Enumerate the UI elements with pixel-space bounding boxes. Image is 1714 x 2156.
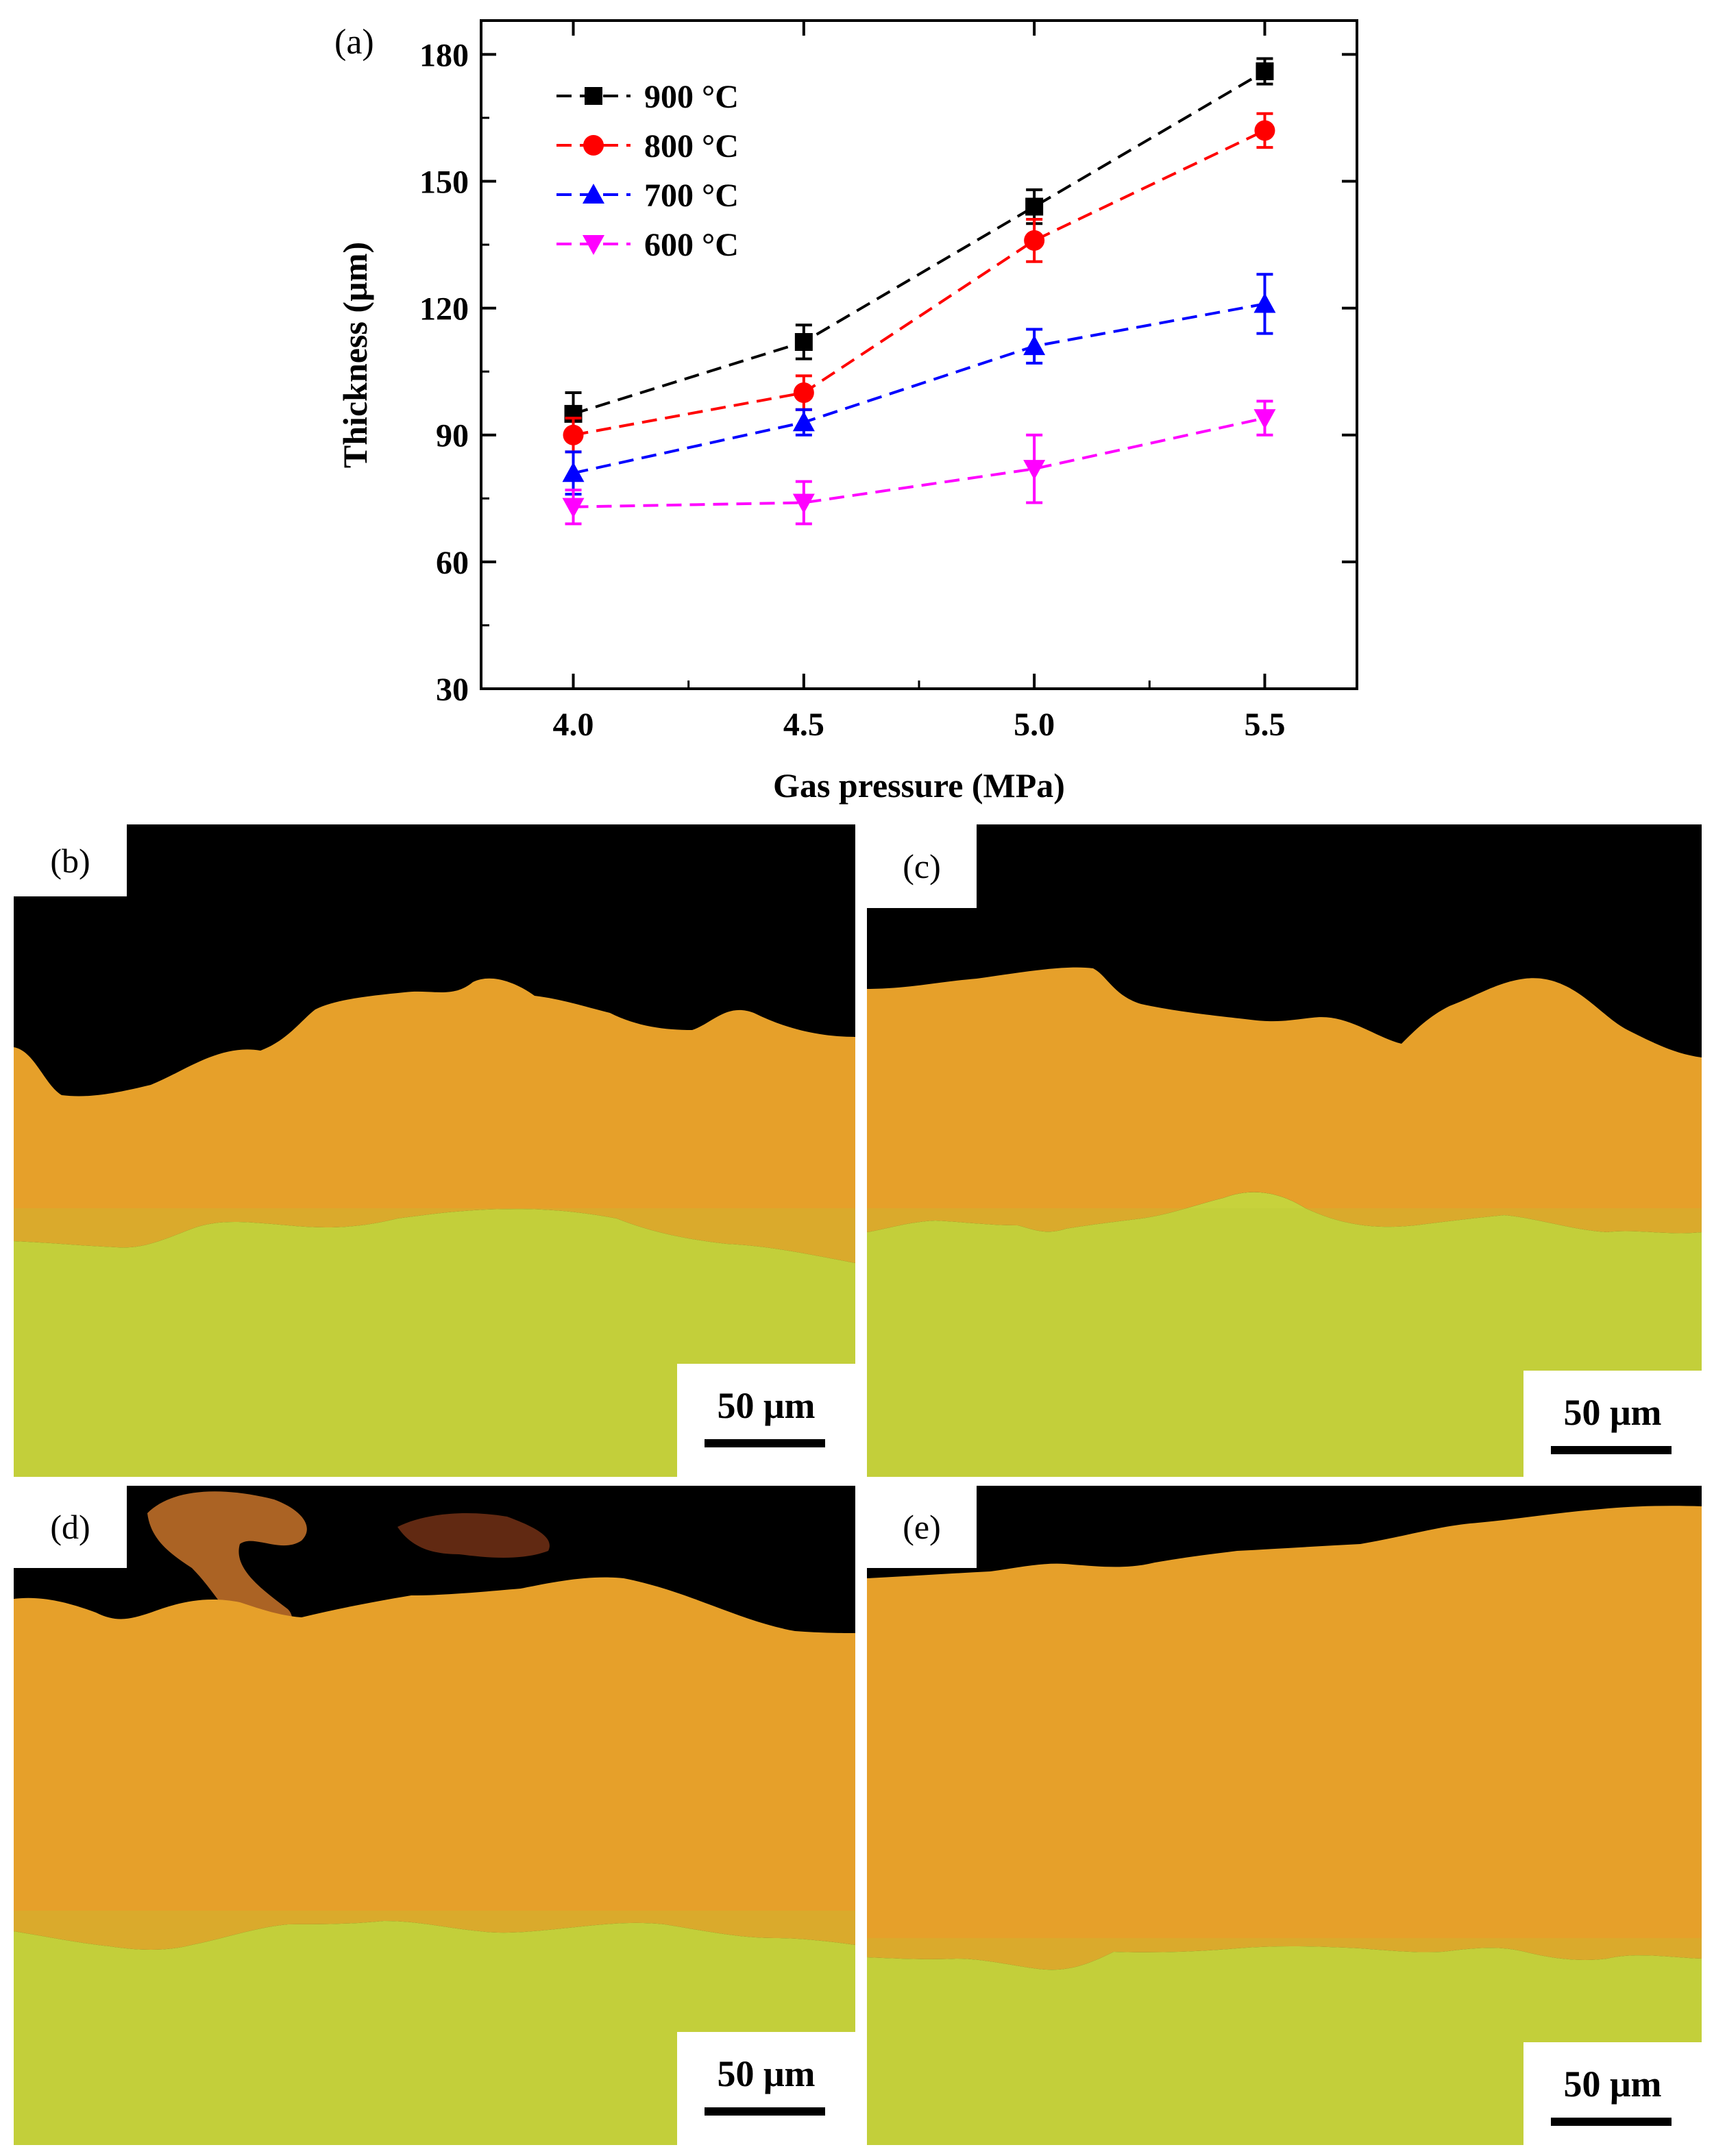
legend-label: 800 °C bbox=[644, 128, 739, 164]
data-point bbox=[1253, 293, 1276, 313]
chart-panel-label: (a) bbox=[334, 23, 374, 62]
x-axis-title: Gas pressure (MPa) bbox=[773, 766, 1065, 805]
data-point bbox=[562, 498, 585, 518]
legend: 900 °C 800 °C 700 °C 600 °C bbox=[556, 79, 739, 263]
substrate-layer bbox=[14, 1209, 855, 1477]
x-tick-label: 4.5 bbox=[783, 707, 824, 743]
micrograph-c: (c) 50 μm bbox=[867, 824, 1702, 1477]
substrate-layer bbox=[14, 1921, 855, 2145]
data-point bbox=[562, 462, 585, 482]
micrograph-b: (b) 50 μm bbox=[14, 824, 855, 1477]
series-layer bbox=[562, 57, 1276, 526]
data-point bbox=[1025, 197, 1044, 216]
series-3 bbox=[562, 400, 1276, 526]
x-tick-label: 4.0 bbox=[553, 707, 594, 743]
series-line bbox=[573, 129, 1266, 437]
thickness-chart: (a) 30 60 90 120 150 180 4.0 4.5 5.0 5.5 900 °C 8… bbox=[334, 19, 1358, 805]
coating-layer bbox=[14, 978, 855, 1263]
y-tick-label: 30 bbox=[436, 672, 469, 708]
scale-bar-c: 50 μm bbox=[1523, 1371, 1702, 1477]
legend-label: 700 °C bbox=[644, 177, 739, 214]
data-point bbox=[563, 424, 584, 445]
micrograph-b-image bbox=[14, 824, 855, 1477]
panel-label-c: (c) bbox=[867, 824, 977, 908]
data-point bbox=[1023, 335, 1046, 356]
panel-label-e: (e) bbox=[867, 1486, 977, 1568]
legend-marker bbox=[585, 87, 602, 105]
y-axis-title: Thickness (µm) bbox=[336, 242, 374, 468]
micrograph-d: (d) 50 μm bbox=[14, 1486, 855, 2145]
scale-bar-e: 50 μm bbox=[1523, 2042, 1702, 2145]
legend-label: 600 °C bbox=[644, 227, 739, 263]
y-tick-label: 120 bbox=[419, 291, 469, 328]
surface-particle bbox=[397, 1513, 550, 1558]
scale-bar-line bbox=[1551, 1446, 1672, 1454]
legend-marker bbox=[583, 184, 604, 204]
y-tick-label: 90 bbox=[436, 418, 469, 454]
x-tick-label: 5.5 bbox=[1244, 707, 1285, 743]
coating-layer bbox=[14, 1577, 855, 1950]
legend-marker bbox=[583, 135, 604, 156]
x-axis: 4.0 4.5 5.0 5.5 bbox=[553, 21, 1285, 743]
data-point bbox=[1023, 460, 1046, 480]
legend-label: 900 °C bbox=[644, 79, 739, 115]
series-1 bbox=[563, 112, 1275, 454]
y-tick-label: 180 bbox=[419, 37, 469, 73]
scale-bar-d: 50 μm bbox=[677, 2032, 855, 2145]
legend-marker bbox=[583, 235, 604, 255]
series-line bbox=[573, 302, 1265, 475]
substrate-layer bbox=[867, 1946, 1702, 2145]
y-tick-label: 150 bbox=[419, 164, 469, 200]
panel-label-d: (d) bbox=[14, 1486, 127, 1568]
scale-bar-label: 50 μm bbox=[717, 1385, 816, 1426]
y-tick-label: 60 bbox=[436, 545, 469, 581]
scale-bar-label: 50 μm bbox=[717, 2053, 816, 2094]
scale-bar-b: 50 μm bbox=[677, 1364, 855, 1477]
substrate-layer bbox=[867, 1192, 1702, 1477]
scale-bar-line bbox=[1551, 2118, 1672, 2126]
scale-bar-label: 50 μm bbox=[1563, 2063, 1662, 2105]
data-point bbox=[794, 332, 813, 351]
micrograph-c-image bbox=[867, 824, 1702, 1477]
y-axis: 30 60 90 120 150 180 bbox=[419, 37, 1357, 708]
data-point bbox=[1253, 409, 1276, 430]
data-point bbox=[1256, 62, 1274, 81]
plot-frame bbox=[480, 19, 1358, 690]
data-point bbox=[792, 493, 815, 514]
panel-label-b: (b) bbox=[14, 824, 127, 896]
coating-layer bbox=[867, 1506, 1702, 1970]
data-point bbox=[1024, 230, 1045, 251]
scale-bar-line bbox=[705, 1439, 825, 1447]
series-2 bbox=[562, 273, 1276, 496]
micrograph-d-image bbox=[14, 1486, 855, 2145]
data-point bbox=[792, 411, 815, 432]
series-line bbox=[572, 70, 1266, 415]
x-tick-label: 5.0 bbox=[1014, 707, 1055, 743]
micrograph-e: (e) 50 μm bbox=[867, 1486, 1702, 2145]
scale-bar-label: 50 μm bbox=[1563, 1392, 1662, 1433]
series-0 bbox=[564, 57, 1274, 437]
data-point bbox=[793, 382, 814, 404]
data-point bbox=[1254, 120, 1275, 141]
series-line bbox=[573, 417, 1265, 509]
scale-bar-line bbox=[705, 2107, 825, 2116]
coating-layer bbox=[867, 967, 1702, 1234]
